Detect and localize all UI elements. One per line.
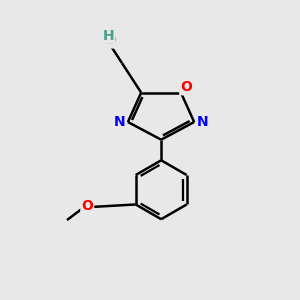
Text: O: O — [104, 34, 116, 47]
Text: H: H — [103, 29, 115, 43]
Text: O: O — [180, 80, 192, 94]
Text: O: O — [81, 199, 93, 213]
Text: N: N — [113, 115, 125, 129]
Text: N: N — [197, 115, 209, 129]
